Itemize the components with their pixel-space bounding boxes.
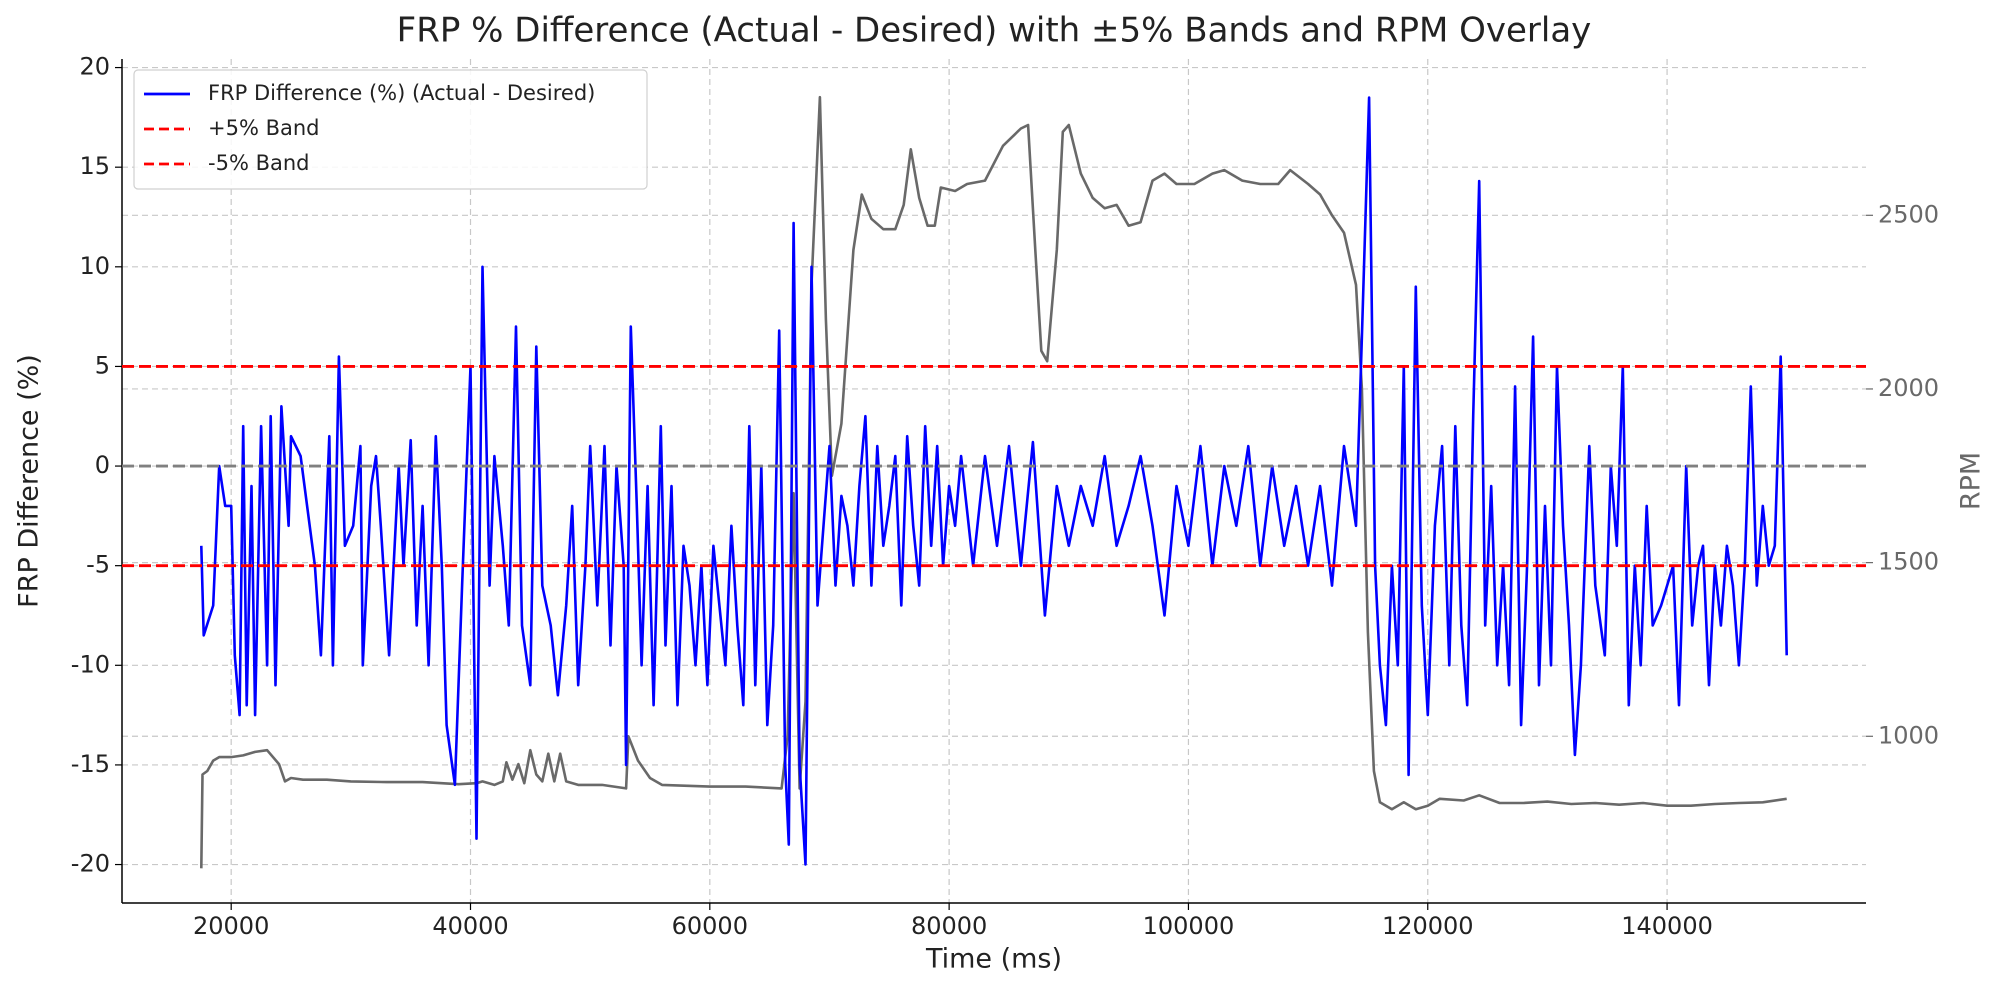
y-tick-label: 5 <box>95 351 110 379</box>
y-tick-label: -20 <box>71 850 110 878</box>
y-tick-label: -5 <box>86 551 110 579</box>
legend-box <box>133 69 648 190</box>
y2-tick-label: 2000 <box>1878 374 1939 402</box>
x-axis-label: Time (ms) <box>925 944 1062 975</box>
x-tick-label: 40000 <box>432 912 508 940</box>
y2-tick-label: 2500 <box>1878 200 1939 228</box>
y2-axis-label: RPM <box>1956 452 1987 510</box>
chart-title: FRP % Difference (Actual - Desired) with… <box>397 11 1592 51</box>
legend-label: FRP Difference (%) (Actual - Desired) <box>208 81 595 105</box>
x-tick-label: 80000 <box>911 912 987 940</box>
y2-tick-label: 1500 <box>1878 548 1939 576</box>
x-tick-label: 60000 <box>672 912 748 940</box>
y2-tick-label: 1000 <box>1878 721 1939 749</box>
series-line <box>200 96 1788 866</box>
x-tick-label: 100000 <box>1143 912 1235 940</box>
x-tick-label: 120000 <box>1382 912 1474 940</box>
y-tick-label: 10 <box>79 252 110 280</box>
rpm-line <box>200 95 1787 869</box>
y-axis-label: FRP Difference (%) <box>14 354 45 608</box>
y-tick-label: 15 <box>79 152 110 180</box>
legend-label: +5% Band <box>208 116 320 140</box>
y-tick-label: -15 <box>71 750 110 778</box>
legend-label: -5% Band <box>208 151 309 175</box>
x-tick-label: 20000 <box>193 912 269 940</box>
y-tick-label: -10 <box>71 650 110 678</box>
y-tick-label: 20 <box>79 53 110 81</box>
x-tick-label: 140000 <box>1621 912 1713 940</box>
y-tick-label: 0 <box>95 451 110 479</box>
